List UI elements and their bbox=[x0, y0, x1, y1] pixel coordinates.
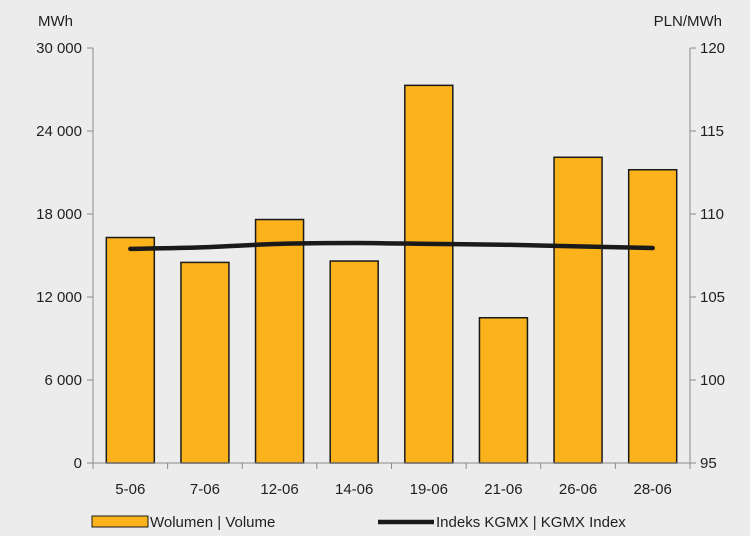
bar-14-06 bbox=[329, 260, 379, 464]
x-tick-label: 28-06 bbox=[634, 481, 672, 498]
left-tick-label: 0 bbox=[74, 455, 82, 472]
bar-5-06 bbox=[105, 236, 156, 464]
x-tick-label: 26-06 bbox=[559, 481, 597, 498]
kgmx-index-line bbox=[128, 240, 655, 252]
right-tick-label: 110 bbox=[700, 206, 724, 223]
x-tick-label: 19-06 bbox=[410, 481, 448, 498]
legend-label-index: Indeks KGMX | KGMX Index bbox=[436, 514, 626, 531]
bar-28-06 bbox=[627, 168, 678, 464]
bar-26-06 bbox=[553, 156, 603, 464]
right-tick-label: 100 bbox=[700, 372, 725, 389]
legend-label-volume: Wolumen | Volume bbox=[150, 514, 275, 531]
x-tick-label: 7-06 bbox=[190, 481, 220, 498]
bar-7-06 bbox=[180, 261, 230, 464]
right-tick-label: 105 bbox=[700, 289, 725, 306]
x-tick-label: 12-06 bbox=[260, 481, 298, 498]
x-tick-label: 21-06 bbox=[484, 481, 522, 498]
legend-swatch-volume bbox=[91, 515, 149, 528]
left-tick-label: 30 000 bbox=[36, 40, 82, 57]
right-tick-label: 95 bbox=[700, 455, 717, 472]
right-tick-label: 120 bbox=[700, 40, 725, 57]
bar-21-06 bbox=[478, 317, 529, 464]
left-tick-label: 18 000 bbox=[36, 206, 82, 223]
right-axis-unit: PLN/MWh bbox=[654, 13, 722, 30]
left-tick-label: 12 000 bbox=[36, 289, 82, 306]
legend: Wolumen | Volume Indeks KGMX | KGMX Index bbox=[91, 514, 626, 531]
left-axis-unit: MWh bbox=[38, 13, 73, 30]
left-tick-label: 24 000 bbox=[36, 123, 82, 140]
right-tick-label: 115 bbox=[700, 123, 724, 140]
x-tick-label: 14-06 bbox=[335, 481, 373, 498]
bar-12-06 bbox=[254, 218, 305, 464]
left-tick-label: 6 000 bbox=[44, 372, 82, 389]
axes: 0 6 000 12 000 18 000 24 000 30 000 95 100 105 11… bbox=[36, 40, 725, 498]
bar-19-06 bbox=[404, 84, 454, 464]
plot-area bbox=[105, 84, 678, 464]
x-tick-label: 5-06 bbox=[115, 481, 145, 498]
